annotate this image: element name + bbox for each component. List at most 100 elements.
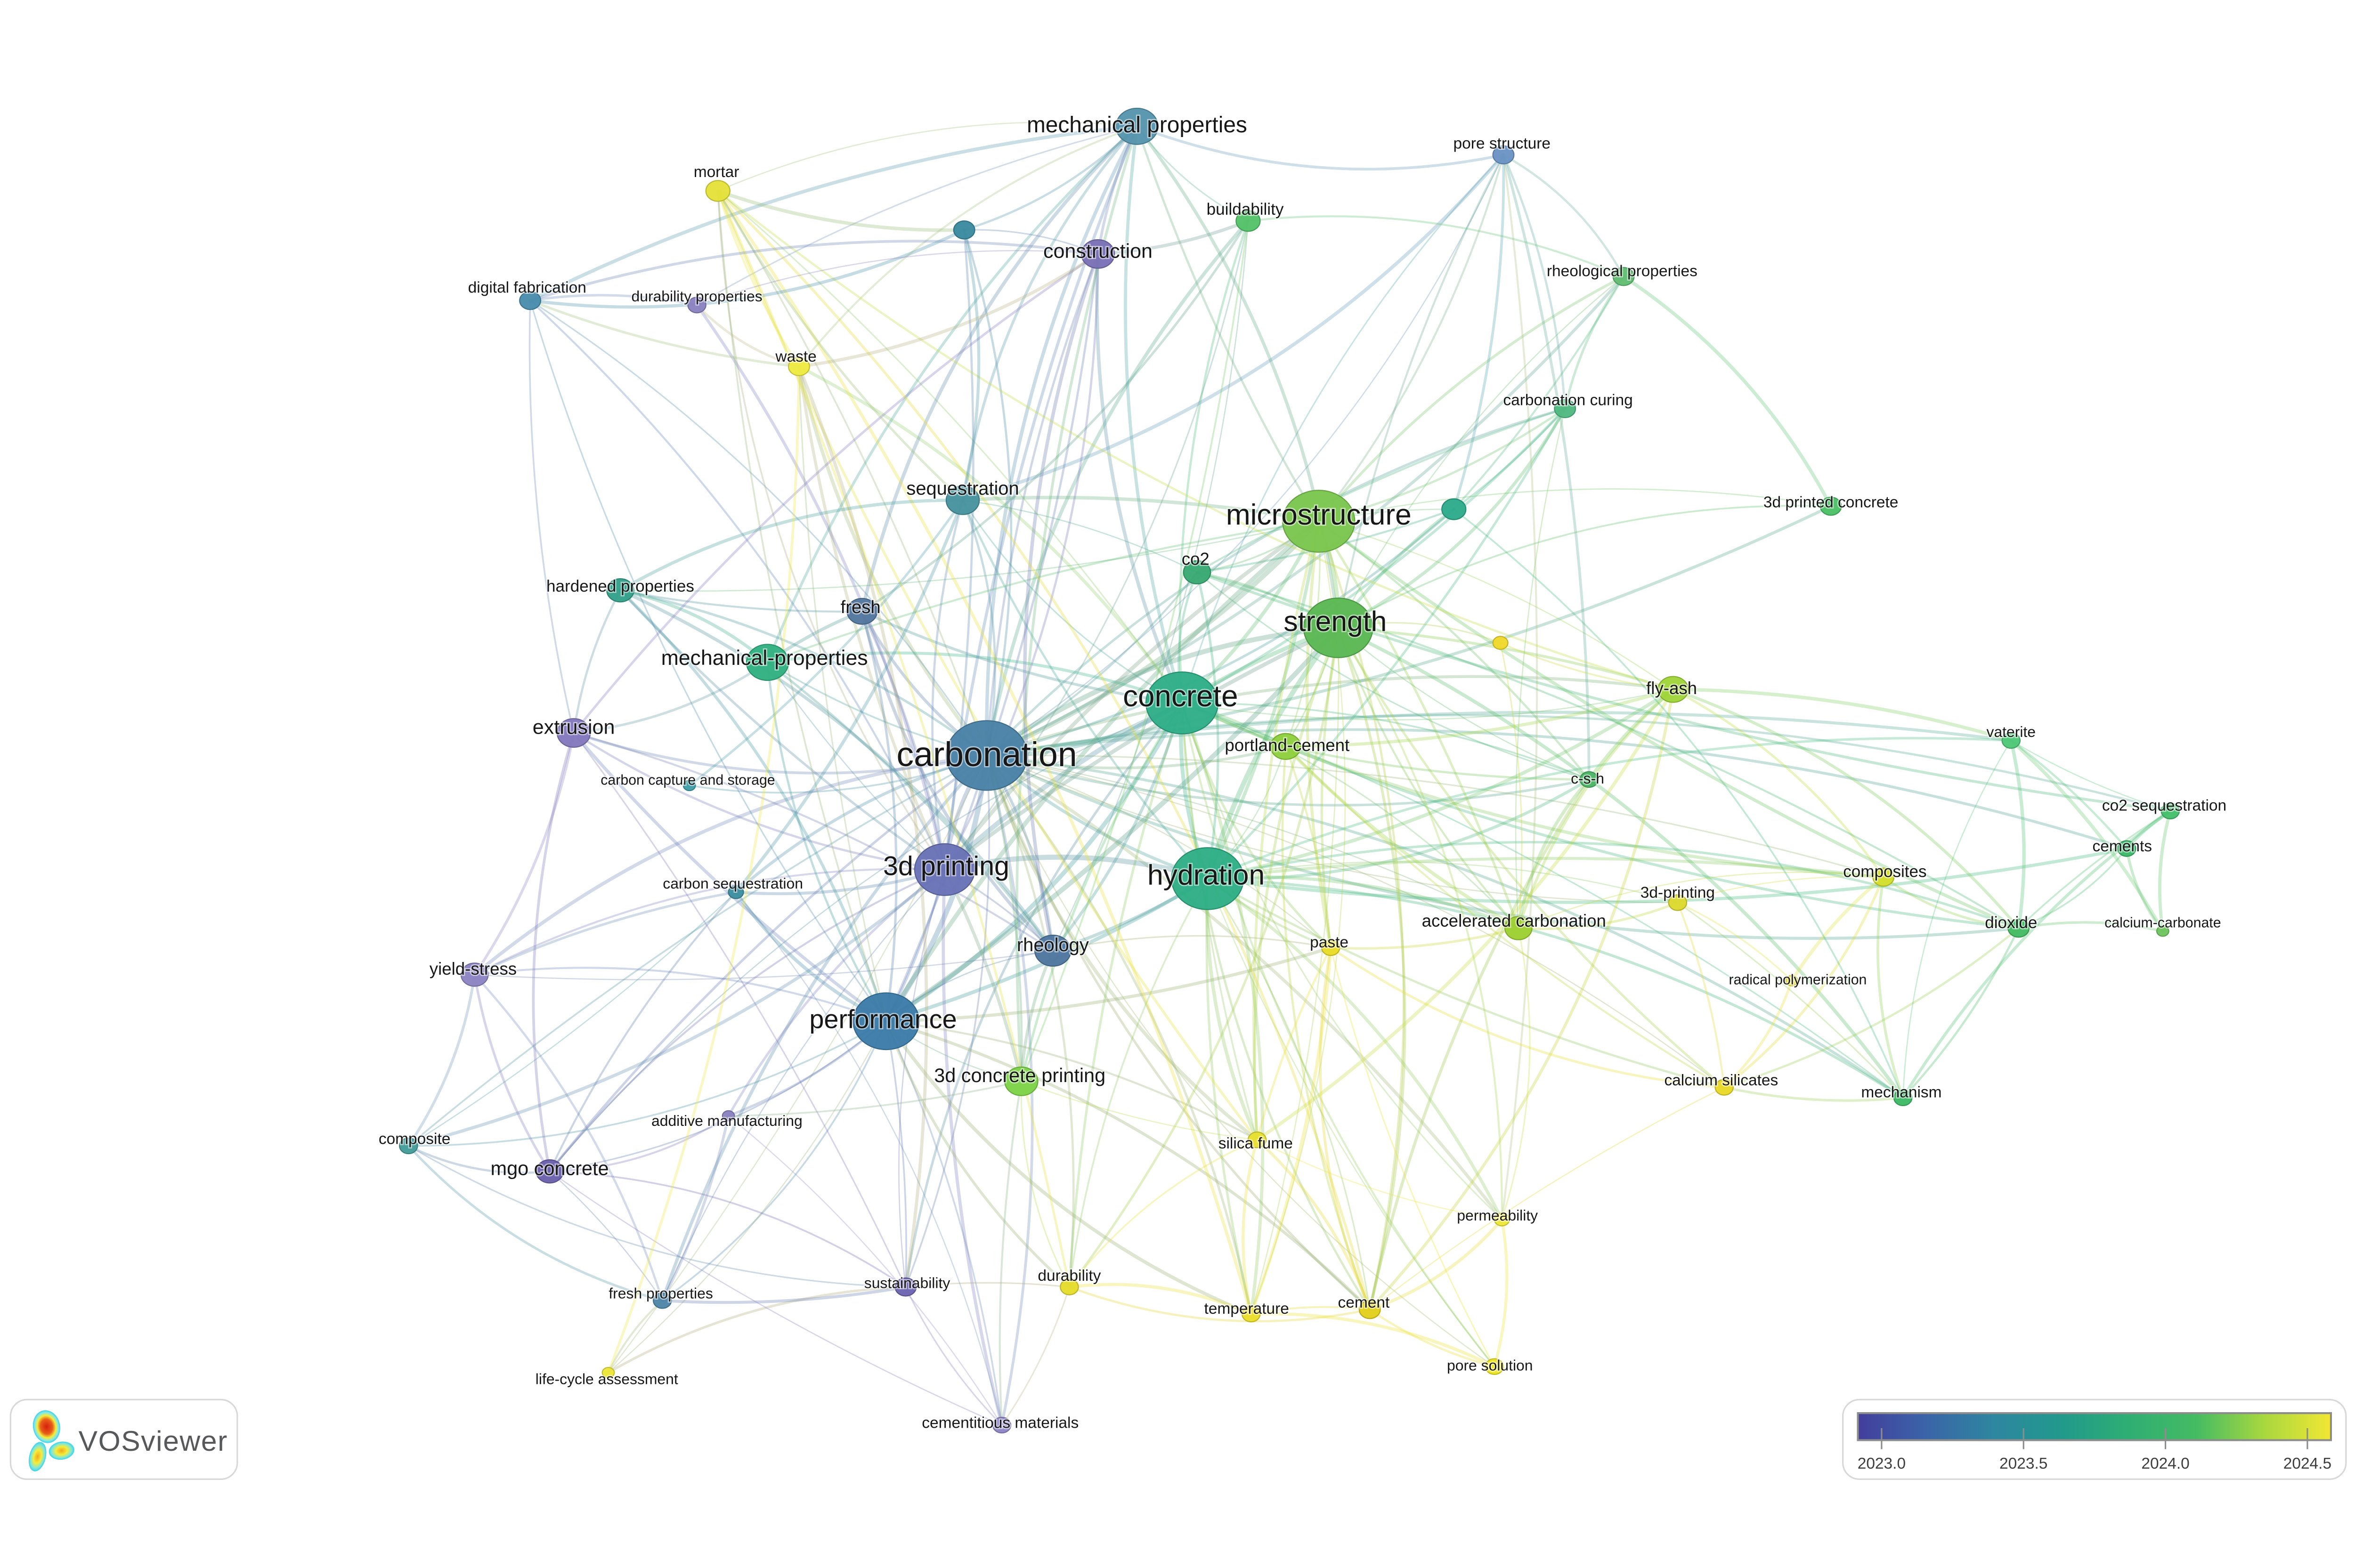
- node-sequestration[interactable]: [945, 485, 980, 515]
- node-radical polymerization[interactable]: [1785, 975, 1799, 986]
- node-carbonation[interactable]: [945, 720, 1028, 791]
- node-hydration[interactable]: [1171, 847, 1244, 910]
- node-n3[interactable]: [1492, 636, 1509, 650]
- node-sustainability[interactable]: [894, 1277, 917, 1297]
- edge: [1206, 857, 1885, 881]
- node-mechanical-properties[interactable]: [746, 644, 789, 681]
- node-construction[interactable]: [1080, 239, 1115, 269]
- node-c-s-h[interactable]: [1579, 771, 1599, 788]
- edge: [1196, 407, 1566, 574]
- node-microstructure[interactable]: [1282, 490, 1356, 553]
- node-extrusion[interactable]: [556, 718, 591, 748]
- edge: [985, 571, 1198, 757]
- edge: [407, 1020, 887, 1147]
- node-silica fume[interactable]: [1247, 1132, 1267, 1148]
- node-carbon sequestration[interactable]: [728, 885, 744, 899]
- node-pore solution[interactable]: [1485, 1358, 1504, 1375]
- node-yield-stress[interactable]: [460, 962, 489, 987]
- edge: [1249, 1312, 1496, 1368]
- node-life-cycle assessment[interactable]: [601, 1367, 615, 1378]
- node-composite[interactable]: [399, 1137, 418, 1155]
- edge: [986, 755, 1725, 1088]
- node-label-durability: durability: [1038, 1267, 1101, 1285]
- edge: [905, 1286, 1003, 1426]
- node-performance[interactable]: [853, 992, 920, 1051]
- node-carbon capture and storage[interactable]: [682, 780, 696, 792]
- node-hardened properties[interactable]: [606, 578, 634, 603]
- edge: [1096, 219, 1250, 256]
- edge: [1902, 740, 2012, 1099]
- node-strength[interactable]: [1303, 598, 1373, 658]
- node-permeability[interactable]: [1494, 1212, 1510, 1227]
- edge: [717, 190, 946, 871]
- edge: [473, 967, 887, 1022]
- node-waste[interactable]: [788, 357, 810, 376]
- node-n2[interactable]: [1441, 498, 1467, 520]
- node-rheology[interactable]: [1034, 934, 1072, 967]
- node-mortar[interactable]: [705, 180, 731, 202]
- edge: [986, 754, 1884, 878]
- edge: [985, 754, 1252, 1316]
- node-rheological properties[interactable]: [1612, 267, 1635, 286]
- node-mgo concrete[interactable]: [536, 1159, 564, 1184]
- node-n1[interactable]: [953, 220, 975, 240]
- node-3d printing[interactable]: [914, 843, 975, 896]
- edge: [529, 299, 946, 871]
- node-durability properties[interactable]: [687, 297, 706, 314]
- node-cementitious materials[interactable]: [992, 1416, 1012, 1434]
- edge: [1722, 979, 1794, 1089]
- node-label-strength: strength: [1283, 605, 1387, 637]
- node-fly-ash[interactable]: [1657, 676, 1689, 703]
- edge: [473, 973, 551, 1173]
- edge: [528, 124, 1139, 302]
- node-calcium-carbonate[interactable]: [2156, 925, 2169, 937]
- edge: [942, 626, 1340, 872]
- node-paste[interactable]: [1321, 939, 1340, 956]
- node-fresh[interactable]: [846, 598, 878, 625]
- node-dioxide[interactable]: [2007, 918, 2030, 938]
- node-cement[interactable]: [1358, 1300, 1381, 1319]
- edge: [1336, 626, 1905, 1100]
- edge: [717, 190, 887, 1022]
- edge: [961, 499, 1209, 880]
- node-label-performance: performance: [809, 1004, 957, 1034]
- node-label-carbon sequestration: carbon sequestration: [663, 875, 803, 892]
- edge: [1337, 505, 1832, 629]
- node-carbonation curing[interactable]: [1554, 399, 1576, 419]
- node-durability[interactable]: [1060, 1278, 1079, 1295]
- node-pore structure[interactable]: [1492, 145, 1515, 165]
- node-3d printed concrete[interactable]: [1819, 496, 1842, 516]
- edge: [861, 219, 1250, 613]
- edge: [607, 1299, 664, 1374]
- nodes-layer[interactable]: [399, 107, 2180, 1434]
- node-label-pore solution: pore solution: [1447, 1357, 1533, 1374]
- edge: [1790, 875, 1885, 983]
- node-buildability[interactable]: [1235, 210, 1261, 232]
- node-vaterite[interactable]: [2001, 732, 2021, 749]
- node-concrete[interactable]: [1145, 671, 1219, 735]
- node-composites[interactable]: [1872, 867, 1895, 887]
- node-3d concrete printing[interactable]: [1004, 1066, 1039, 1096]
- edge: [985, 728, 2128, 850]
- node-mechanical properties[interactable]: [1115, 107, 1159, 145]
- node-digital fabrication[interactable]: [519, 291, 542, 310]
- node-co2 sequestration[interactable]: [2160, 802, 2180, 820]
- node-additive manufacturing[interactable]: [722, 1110, 735, 1122]
- node-mechanism[interactable]: [1893, 1089, 1913, 1107]
- node-portland-cement[interactable]: [1270, 733, 1301, 760]
- edge: [985, 754, 2020, 940]
- edge: [528, 299, 575, 734]
- edge: [661, 1114, 730, 1302]
- edge: [1124, 124, 1184, 705]
- node-accelerated carbonation[interactable]: [1504, 916, 1533, 940]
- node-calcium silicates[interactable]: [1714, 1079, 1734, 1096]
- edge: [727, 868, 946, 1117]
- edge: [529, 299, 887, 1022]
- node-cements[interactable]: [2117, 840, 2136, 857]
- node-co2[interactable]: [1183, 560, 1211, 585]
- node-temperature[interactable]: [1242, 1305, 1261, 1323]
- node-fresh properties[interactable]: [653, 1292, 672, 1309]
- edge: [1368, 778, 1591, 1311]
- node-3d-printing[interactable]: [1668, 894, 1688, 911]
